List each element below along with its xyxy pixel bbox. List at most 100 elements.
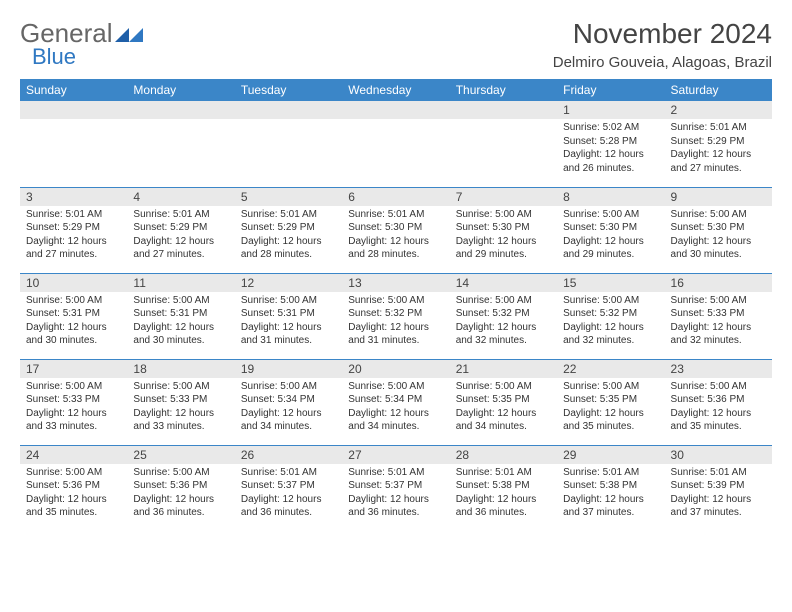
logo-icon [115, 18, 143, 49]
cell-body: Sunrise: 5:01 AMSunset: 5:38 PMDaylight:… [557, 464, 664, 524]
cell-line: and 33 minutes. [26, 420, 121, 434]
day-number: 26 [235, 446, 342, 464]
cell-body: Sunrise: 5:00 AMSunset: 5:33 PMDaylight:… [20, 378, 127, 438]
cell-body: Sunrise: 5:00 AMSunset: 5:34 PMDaylight:… [342, 378, 449, 438]
cell-line: Sunrise: 5:01 AM [348, 208, 443, 222]
page-subtitle: Delmiro Gouveia, Alagoas, Brazil [553, 54, 772, 71]
calendar-cell: 25Sunrise: 5:00 AMSunset: 5:36 PMDayligh… [127, 445, 234, 531]
calendar-cell: 2Sunrise: 5:01 AMSunset: 5:29 PMDaylight… [665, 101, 772, 187]
cell-line: Sunset: 5:39 PM [671, 479, 766, 493]
calendar-cell: 8Sunrise: 5:00 AMSunset: 5:30 PMDaylight… [557, 187, 664, 273]
calendar-cell: 13Sunrise: 5:00 AMSunset: 5:32 PMDayligh… [342, 273, 449, 359]
cell-line: and 26 minutes. [563, 162, 658, 176]
cell-line: Daylight: 12 hours [348, 235, 443, 249]
cell-line: Sunrise: 5:01 AM [133, 208, 228, 222]
day-number: 22 [557, 360, 664, 378]
cell-body [20, 119, 127, 125]
cell-line: and 29 minutes. [456, 248, 551, 262]
calendar-cell: 23Sunrise: 5:00 AMSunset: 5:36 PMDayligh… [665, 359, 772, 445]
calendar-row: 3Sunrise: 5:01 AMSunset: 5:29 PMDaylight… [20, 187, 772, 273]
day-number: 6 [342, 188, 449, 206]
cell-line: Sunrise: 5:02 AM [563, 121, 658, 135]
day-header: Monday [127, 79, 234, 101]
calendar-table: SundayMondayTuesdayWednesdayThursdayFrid… [20, 79, 772, 531]
day-number: 27 [342, 446, 449, 464]
cell-line: Daylight: 12 hours [133, 407, 228, 421]
cell-body: Sunrise: 5:00 AMSunset: 5:32 PMDaylight:… [450, 292, 557, 352]
calendar-cell: 30Sunrise: 5:01 AMSunset: 5:39 PMDayligh… [665, 445, 772, 531]
cell-line: Sunrise: 5:01 AM [348, 466, 443, 480]
day-number: 16 [665, 274, 772, 292]
day-number: 8 [557, 188, 664, 206]
cell-line: Sunset: 5:32 PM [563, 307, 658, 321]
calendar-cell: 16Sunrise: 5:00 AMSunset: 5:33 PMDayligh… [665, 273, 772, 359]
calendar-cell: 1Sunrise: 5:02 AMSunset: 5:28 PMDaylight… [557, 101, 664, 187]
cell-line: Sunset: 5:31 PM [133, 307, 228, 321]
cell-line: Daylight: 12 hours [133, 321, 228, 335]
day-number: 17 [20, 360, 127, 378]
cell-line: and 36 minutes. [241, 506, 336, 520]
cell-line: and 32 minutes. [671, 334, 766, 348]
calendar-cell [342, 101, 449, 187]
cell-line: Sunset: 5:30 PM [671, 221, 766, 235]
cell-line: Sunrise: 5:01 AM [671, 121, 766, 135]
cell-line: Daylight: 12 hours [456, 493, 551, 507]
calendar-cell: 11Sunrise: 5:00 AMSunset: 5:31 PMDayligh… [127, 273, 234, 359]
cell-body: Sunrise: 5:01 AMSunset: 5:39 PMDaylight:… [665, 464, 772, 524]
cell-body [235, 119, 342, 125]
cell-body: Sunrise: 5:00 AMSunset: 5:36 PMDaylight:… [20, 464, 127, 524]
calendar-cell: 10Sunrise: 5:00 AMSunset: 5:31 PMDayligh… [20, 273, 127, 359]
day-number: 15 [557, 274, 664, 292]
cell-line: Daylight: 12 hours [241, 407, 336, 421]
day-number: 21 [450, 360, 557, 378]
page-title: November 2024 [553, 18, 772, 50]
cell-body: Sunrise: 5:01 AMSunset: 5:29 PMDaylight:… [20, 206, 127, 266]
cell-line: and 29 minutes. [563, 248, 658, 262]
logo: General Blue [20, 18, 143, 49]
day-number [127, 101, 234, 119]
day-number: 13 [342, 274, 449, 292]
cell-line: Sunset: 5:31 PM [26, 307, 121, 321]
cell-body: Sunrise: 5:00 AMSunset: 5:36 PMDaylight:… [665, 378, 772, 438]
cell-line: Sunset: 5:32 PM [456, 307, 551, 321]
day-number: 29 [557, 446, 664, 464]
day-number [235, 101, 342, 119]
title-block: November 2024 Delmiro Gouveia, Alagoas, … [553, 18, 772, 71]
calendar-row: 10Sunrise: 5:00 AMSunset: 5:31 PMDayligh… [20, 273, 772, 359]
cell-line: Sunrise: 5:01 AM [563, 466, 658, 480]
cell-line: and 30 minutes. [26, 334, 121, 348]
cell-line: Daylight: 12 hours [671, 321, 766, 335]
cell-body: Sunrise: 5:00 AMSunset: 5:34 PMDaylight:… [235, 378, 342, 438]
cell-line: Sunset: 5:29 PM [671, 135, 766, 149]
cell-body: Sunrise: 5:01 AMSunset: 5:29 PMDaylight:… [665, 119, 772, 179]
day-header: Thursday [450, 79, 557, 101]
calendar-cell: 7Sunrise: 5:00 AMSunset: 5:30 PMDaylight… [450, 187, 557, 273]
cell-body: Sunrise: 5:01 AMSunset: 5:29 PMDaylight:… [127, 206, 234, 266]
cell-body: Sunrise: 5:00 AMSunset: 5:36 PMDaylight:… [127, 464, 234, 524]
cell-body: Sunrise: 5:01 AMSunset: 5:29 PMDaylight:… [235, 206, 342, 266]
cell-line: Sunset: 5:36 PM [26, 479, 121, 493]
cell-line: Sunset: 5:33 PM [26, 393, 121, 407]
day-number: 25 [127, 446, 234, 464]
cell-line: Sunrise: 5:00 AM [241, 380, 336, 394]
cell-line: Daylight: 12 hours [671, 148, 766, 162]
cell-body: Sunrise: 5:00 AMSunset: 5:30 PMDaylight:… [557, 206, 664, 266]
cell-body: Sunrise: 5:00 AMSunset: 5:35 PMDaylight:… [450, 378, 557, 438]
cell-line: Sunrise: 5:00 AM [456, 380, 551, 394]
cell-line: Sunset: 5:29 PM [241, 221, 336, 235]
day-number: 18 [127, 360, 234, 378]
calendar-cell: 9Sunrise: 5:00 AMSunset: 5:30 PMDaylight… [665, 187, 772, 273]
cell-line: Sunset: 5:34 PM [348, 393, 443, 407]
day-number: 19 [235, 360, 342, 378]
calendar-cell: 3Sunrise: 5:01 AMSunset: 5:29 PMDaylight… [20, 187, 127, 273]
cell-line: Sunrise: 5:00 AM [241, 294, 336, 308]
cell-line: Daylight: 12 hours [563, 148, 658, 162]
calendar-cell: 6Sunrise: 5:01 AMSunset: 5:30 PMDaylight… [342, 187, 449, 273]
calendar-cell: 22Sunrise: 5:00 AMSunset: 5:35 PMDayligh… [557, 359, 664, 445]
cell-body [450, 119, 557, 125]
cell-body: Sunrise: 5:01 AMSunset: 5:37 PMDaylight:… [235, 464, 342, 524]
calendar-row: 1Sunrise: 5:02 AMSunset: 5:28 PMDaylight… [20, 101, 772, 187]
cell-body: Sunrise: 5:00 AMSunset: 5:31 PMDaylight:… [235, 292, 342, 352]
calendar-cell: 24Sunrise: 5:00 AMSunset: 5:36 PMDayligh… [20, 445, 127, 531]
cell-body: Sunrise: 5:01 AMSunset: 5:30 PMDaylight:… [342, 206, 449, 266]
